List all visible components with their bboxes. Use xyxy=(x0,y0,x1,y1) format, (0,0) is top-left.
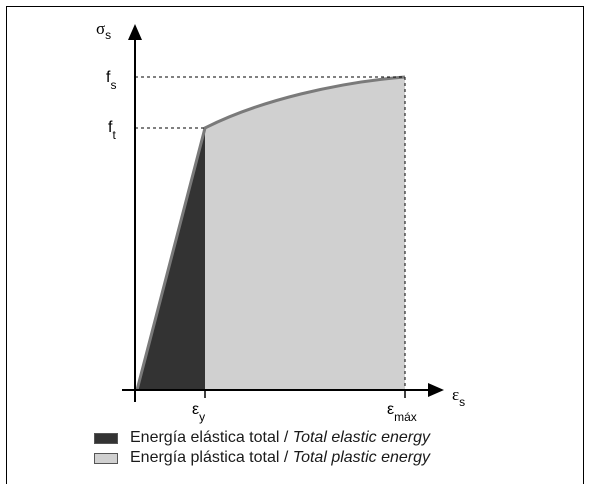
stress-strain-curve xyxy=(135,75,406,391)
y-axis-arrow-icon xyxy=(128,24,142,40)
elastic-swatch xyxy=(94,432,118,444)
x-axis-label: εs xyxy=(452,385,465,409)
y-axis-label: σs xyxy=(96,19,111,42)
legend-label-elastic: Energía elástica total / Total elastic e… xyxy=(130,429,431,446)
legend: Energía elástica total / Total elastic e… xyxy=(94,428,430,468)
figure-frame xyxy=(6,6,584,484)
plastic-energy-region xyxy=(205,77,405,390)
legend-label-plastic: Energía plástica total / Total plastic e… xyxy=(130,449,431,466)
legend-item-plastic: Energía plástica total / Total plastic e… xyxy=(94,448,430,468)
plastic-swatch xyxy=(94,452,118,464)
x-axis-arrow-icon xyxy=(428,383,444,397)
ft-tick-label: ft xyxy=(108,119,116,142)
legend-item-elastic: Energía elástica total / Total elastic e… xyxy=(94,428,430,448)
fs-tick-label: fs xyxy=(106,69,116,92)
ey-tick-label: εy xyxy=(192,401,205,424)
emax-tick-label: εmáx xyxy=(387,401,417,424)
